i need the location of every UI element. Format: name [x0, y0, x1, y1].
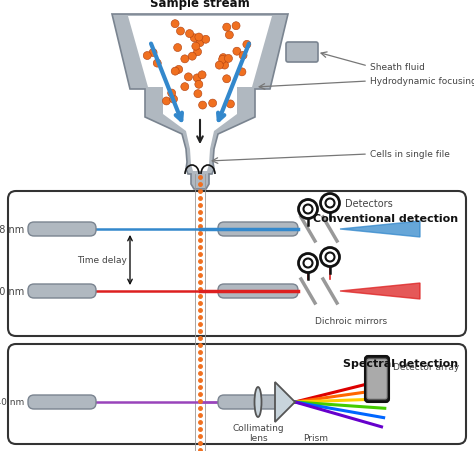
Circle shape: [299, 200, 318, 219]
Circle shape: [223, 76, 231, 83]
Polygon shape: [112, 15, 288, 189]
Text: Prism: Prism: [303, 433, 328, 442]
Circle shape: [209, 100, 217, 108]
Circle shape: [225, 32, 233, 40]
Text: Dichroic mirrors: Dichroic mirrors: [315, 317, 387, 326]
Circle shape: [233, 48, 241, 56]
Circle shape: [194, 91, 202, 98]
FancyBboxPatch shape: [8, 192, 466, 336]
Circle shape: [227, 101, 235, 109]
Circle shape: [320, 248, 339, 267]
FancyBboxPatch shape: [28, 285, 96, 299]
FancyBboxPatch shape: [28, 222, 96, 236]
Circle shape: [196, 40, 204, 47]
Polygon shape: [275, 382, 295, 422]
FancyBboxPatch shape: [365, 356, 389, 402]
Circle shape: [238, 69, 246, 77]
Circle shape: [198, 72, 206, 80]
Circle shape: [303, 205, 312, 214]
Circle shape: [219, 56, 227, 64]
Circle shape: [176, 28, 184, 36]
Circle shape: [184, 74, 192, 82]
Circle shape: [193, 49, 201, 57]
Text: Sheath fluid: Sheath fluid: [370, 62, 425, 71]
Text: Detectors: Detectors: [345, 198, 393, 208]
Circle shape: [175, 66, 182, 74]
Text: Sample stream: Sample stream: [150, 0, 250, 10]
Circle shape: [225, 55, 232, 63]
Text: Cells in single file: Cells in single file: [370, 150, 450, 159]
Text: Spectral detection: Spectral detection: [343, 358, 458, 368]
Circle shape: [181, 56, 189, 64]
Circle shape: [215, 62, 223, 70]
FancyBboxPatch shape: [8, 344, 466, 444]
Circle shape: [195, 81, 203, 89]
Circle shape: [326, 253, 335, 262]
Circle shape: [195, 34, 203, 42]
Circle shape: [149, 50, 157, 57]
Circle shape: [223, 24, 231, 32]
Circle shape: [171, 21, 179, 28]
Text: Detector array: Detector array: [393, 362, 459, 371]
Circle shape: [299, 254, 318, 273]
Circle shape: [320, 194, 339, 213]
FancyBboxPatch shape: [367, 359, 387, 399]
Polygon shape: [128, 17, 272, 172]
Circle shape: [303, 259, 312, 268]
FancyBboxPatch shape: [218, 285, 298, 299]
Circle shape: [153, 60, 161, 68]
Circle shape: [190, 35, 198, 43]
Polygon shape: [340, 221, 420, 238]
Circle shape: [185, 31, 193, 38]
Circle shape: [173, 45, 182, 52]
FancyBboxPatch shape: [218, 222, 298, 236]
Circle shape: [199, 102, 207, 110]
Text: 488 nm + 640 nm: 488 nm + 640 nm: [0, 398, 24, 407]
Polygon shape: [340, 283, 420, 299]
Circle shape: [239, 52, 247, 60]
Circle shape: [193, 75, 201, 83]
Circle shape: [243, 41, 251, 49]
Circle shape: [170, 96, 178, 104]
Circle shape: [163, 98, 171, 106]
Circle shape: [219, 55, 227, 62]
Circle shape: [181, 83, 189, 92]
Text: Collimating
lens: Collimating lens: [232, 423, 284, 442]
Circle shape: [192, 43, 200, 51]
Circle shape: [326, 199, 335, 208]
Text: 488 nm: 488 nm: [0, 225, 24, 235]
FancyBboxPatch shape: [218, 395, 286, 409]
Ellipse shape: [255, 387, 262, 417]
Circle shape: [202, 36, 210, 44]
Circle shape: [220, 62, 228, 70]
Text: Conventional detection: Conventional detection: [313, 213, 458, 224]
Text: 640 nm: 640 nm: [0, 286, 24, 296]
Circle shape: [188, 53, 196, 61]
Circle shape: [143, 52, 151, 60]
Circle shape: [232, 23, 240, 31]
FancyBboxPatch shape: [286, 43, 318, 63]
FancyBboxPatch shape: [28, 395, 96, 409]
Text: Hydrodynamic focusing region: Hydrodynamic focusing region: [370, 77, 474, 86]
Circle shape: [171, 68, 179, 76]
Text: Time delay: Time delay: [77, 256, 127, 265]
Circle shape: [168, 90, 176, 98]
